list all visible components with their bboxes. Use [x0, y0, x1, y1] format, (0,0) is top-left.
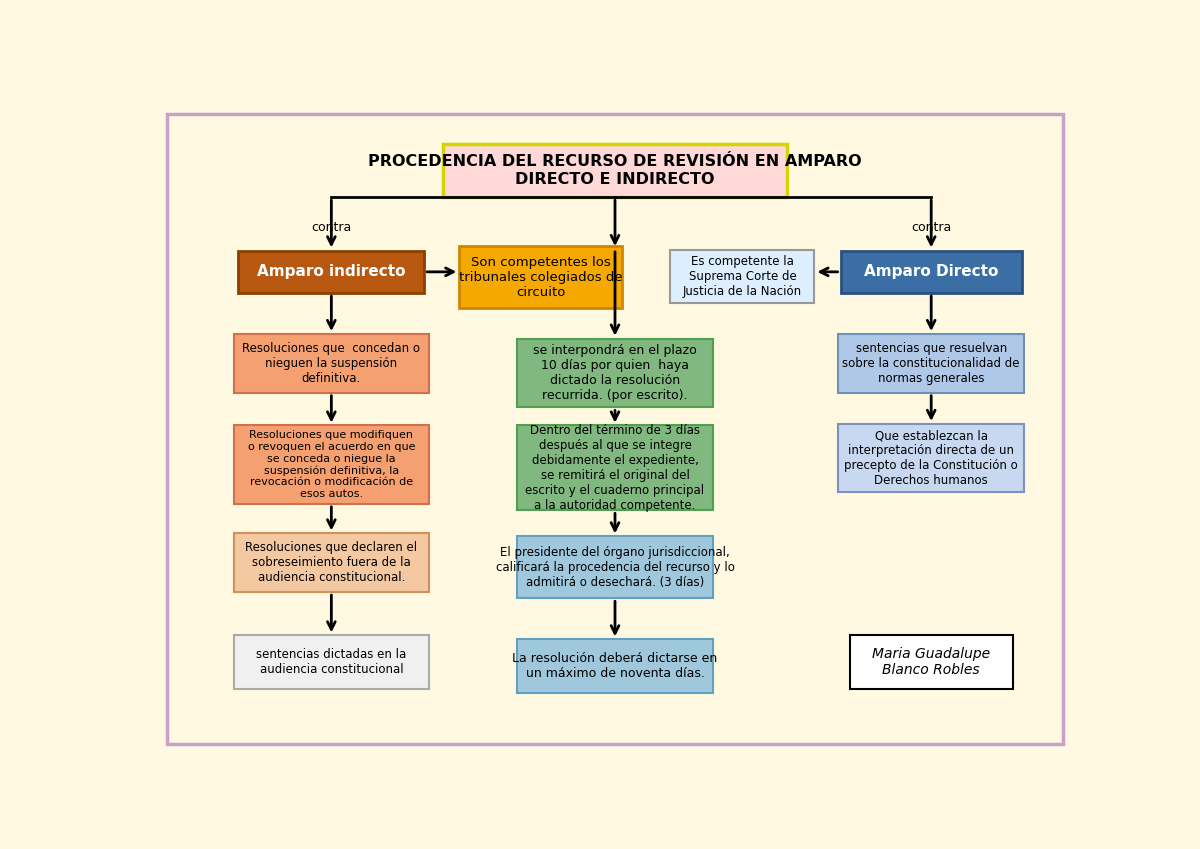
Text: se interpondrá en el plazo
10 días por quien  haya
dictado la resolución
recurri: se interpondrá en el plazo 10 días por q…	[533, 344, 697, 402]
Text: contra: contra	[311, 221, 352, 233]
Text: Resoluciones que declaren el
sobreseimiento fuera de la
audiencia constitucional: Resoluciones que declaren el sobreseimie…	[245, 542, 418, 584]
Text: Amparo indirecto: Amparo indirecto	[257, 264, 406, 279]
FancyBboxPatch shape	[850, 635, 1013, 689]
FancyBboxPatch shape	[443, 143, 787, 197]
Text: La resolución deberá dictarse en
un máximo de noventa días.: La resolución deberá dictarse en un máxi…	[512, 652, 718, 680]
FancyBboxPatch shape	[839, 424, 1024, 492]
FancyBboxPatch shape	[517, 537, 713, 599]
FancyBboxPatch shape	[840, 250, 1022, 293]
FancyBboxPatch shape	[517, 425, 713, 510]
Text: Que establezcan la
interpretación directa de un
precepto de la Constitución o
De: Que establezcan la interpretación direct…	[845, 429, 1018, 487]
Text: Son competentes los
tribunales colegiados de
circuito: Son competentes los tribunales colegiado…	[458, 256, 623, 299]
FancyBboxPatch shape	[460, 246, 622, 308]
Text: sentencias dictadas en la
audiencia constitucional: sentencias dictadas en la audiencia cons…	[257, 648, 407, 676]
FancyBboxPatch shape	[517, 639, 713, 693]
FancyBboxPatch shape	[234, 425, 430, 504]
Text: Amparo Directo: Amparo Directo	[864, 264, 998, 279]
Text: contra: contra	[911, 221, 952, 233]
FancyBboxPatch shape	[234, 533, 430, 593]
FancyBboxPatch shape	[517, 339, 713, 408]
Text: Dentro del término de 3 días
después al que se integre
debidamente el expediente: Dentro del término de 3 días después al …	[526, 424, 704, 512]
Text: El presidente del órgano jurisdiccional,
calificará la procedencia del recurso y: El presidente del órgano jurisdiccional,…	[496, 546, 734, 589]
FancyBboxPatch shape	[239, 250, 425, 293]
FancyBboxPatch shape	[671, 250, 815, 303]
Text: Es competente la
Suprema Corte de
Justicia de la Nación: Es competente la Suprema Corte de Justic…	[683, 255, 802, 298]
Text: PROCEDENCIA DEL RECURSO DE REVISIÓN EN AMPARO
DIRECTO E INDIRECTO: PROCEDENCIA DEL RECURSO DE REVISIÓN EN A…	[368, 155, 862, 187]
FancyBboxPatch shape	[839, 334, 1024, 393]
FancyBboxPatch shape	[234, 334, 430, 393]
Text: sentencias que resuelvan
sobre la constitucionalidad de
normas generales: sentencias que resuelvan sobre la consti…	[842, 342, 1020, 385]
Text: Maria Guadalupe
Blanco Robles: Maria Guadalupe Blanco Robles	[872, 647, 990, 678]
Text: Resoluciones que  concedan o
nieguen la suspensión
definitiva.: Resoluciones que concedan o nieguen la s…	[242, 342, 420, 385]
FancyBboxPatch shape	[234, 635, 430, 689]
Text: Resoluciones que modifiquen
o revoquen el acuerdo en que
se conceda o niegue la
: Resoluciones que modifiquen o revoquen e…	[247, 430, 415, 499]
